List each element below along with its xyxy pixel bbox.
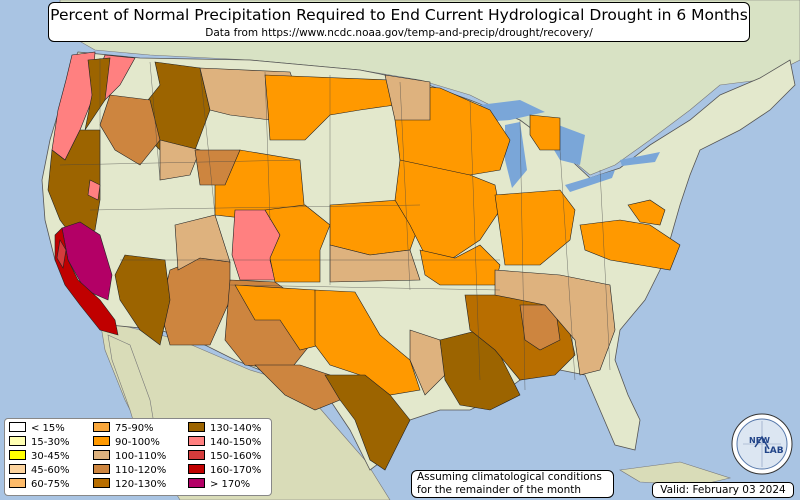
newlab-logo: NEW LAB — [731, 413, 793, 475]
legend-item: 45-60% — [9, 464, 70, 477]
region-id-mt-130 — [84, 57, 111, 131]
region-in-oh-90 — [494, 189, 576, 266]
region-va-nc-90 — [579, 219, 681, 271]
legend-item: 140-150% — [188, 436, 261, 449]
legend-swatch — [93, 422, 110, 432]
legend-label: 120-130% — [115, 479, 167, 490]
legend-swatch — [9, 422, 26, 432]
legend-item: 15-30% — [9, 436, 70, 449]
legend-item: > 170% — [188, 478, 250, 491]
legend-label: > 170% — [210, 479, 251, 490]
legend-swatch — [9, 464, 26, 474]
lake-ontario — [620, 152, 660, 166]
title-box: Percent of Normal Precipitation Required… — [48, 2, 750, 42]
region-ca-160 — [54, 227, 119, 336]
region-ia-il-90 — [394, 159, 501, 261]
legend-swatch — [93, 464, 110, 474]
note-line-1: Assuming climatological conditions — [417, 471, 602, 483]
legend-swatch — [188, 422, 205, 432]
legend-label: 60-75% — [31, 479, 70, 490]
region-wy-110 — [194, 149, 241, 186]
region-mi-90 — [529, 114, 561, 151]
legend-item: 30-45% — [9, 450, 70, 463]
region-mid-atl-90 — [627, 199, 666, 226]
legend-swatch — [9, 478, 26, 488]
legend-item: 90-100% — [93, 436, 160, 449]
region-tx-90 — [314, 289, 421, 396]
legend-label: 30-45% — [31, 451, 70, 462]
region-se-100 — [494, 269, 616, 376]
note-line-2: for the remainder of the month — [417, 483, 582, 496]
valid-date: Valid: February 03 2024 — [652, 482, 794, 498]
legend: < 15% 15-30% 30-45% 45-60% 60-75% 75-90% 90-10… — [4, 418, 272, 496]
legend-label: 160-170% — [210, 465, 262, 476]
legend-label: < 15% — [31, 423, 65, 434]
legend-item: < 15% — [9, 422, 65, 435]
legend-swatch — [93, 436, 110, 446]
region-tx-130 — [324, 374, 411, 471]
map-title: Percent of Normal Precipitation Required… — [50, 6, 748, 24]
region-or-ca-130 — [47, 129, 101, 241]
legend-item: 160-170% — [188, 464, 261, 477]
legend-label: 130-140% — [210, 423, 262, 434]
region-id-100 — [159, 139, 201, 181]
legend-item: 120-130% — [93, 478, 166, 491]
region-tx-east-100 — [409, 329, 446, 396]
legend-swatch — [9, 450, 26, 460]
region-co-90 — [264, 204, 331, 283]
lake-erie — [565, 170, 615, 192]
legend-item: 75-90% — [93, 422, 154, 435]
assumption-note: Assuming climatological conditions for t… — [411, 470, 614, 498]
legend-label: 90-100% — [115, 437, 160, 448]
legend-label: 15-30% — [31, 437, 70, 448]
legend-swatch — [188, 450, 205, 460]
legend-label: 75-90% — [115, 423, 154, 434]
legend-item: 60-75% — [9, 478, 70, 491]
legend-swatch — [188, 436, 205, 446]
legend-label: 100-110% — [115, 451, 167, 462]
legend-swatch — [188, 464, 205, 474]
legend-swatch — [93, 450, 110, 460]
legend-item: 110-120% — [93, 464, 166, 477]
legend-label: 45-60% — [31, 465, 70, 476]
legend-swatch — [93, 478, 110, 488]
region-ca-150 — [56, 239, 67, 269]
legend-swatch — [188, 478, 205, 488]
region-az-130 — [114, 254, 171, 346]
legend-label: 110-120% — [115, 465, 167, 476]
legend-item: 100-110% — [93, 450, 166, 463]
legend-label: 140-150% — [210, 437, 262, 448]
region-nv-140 — [87, 179, 101, 201]
map-subtitle: Data from https://www.ncdc.noaa.gov/temp… — [205, 27, 593, 39]
legend-item: 130-140% — [188, 422, 261, 435]
region-sd-100 — [384, 74, 431, 121]
legend-swatch — [9, 436, 26, 446]
cuba-land — [619, 461, 732, 486]
state-borders — [59, 58, 611, 391]
legend-item: 150-160% — [188, 450, 261, 463]
legend-label: 150-160% — [210, 451, 262, 462]
lake-michigan — [505, 122, 527, 188]
logo-text-main: LAB — [764, 446, 784, 456]
